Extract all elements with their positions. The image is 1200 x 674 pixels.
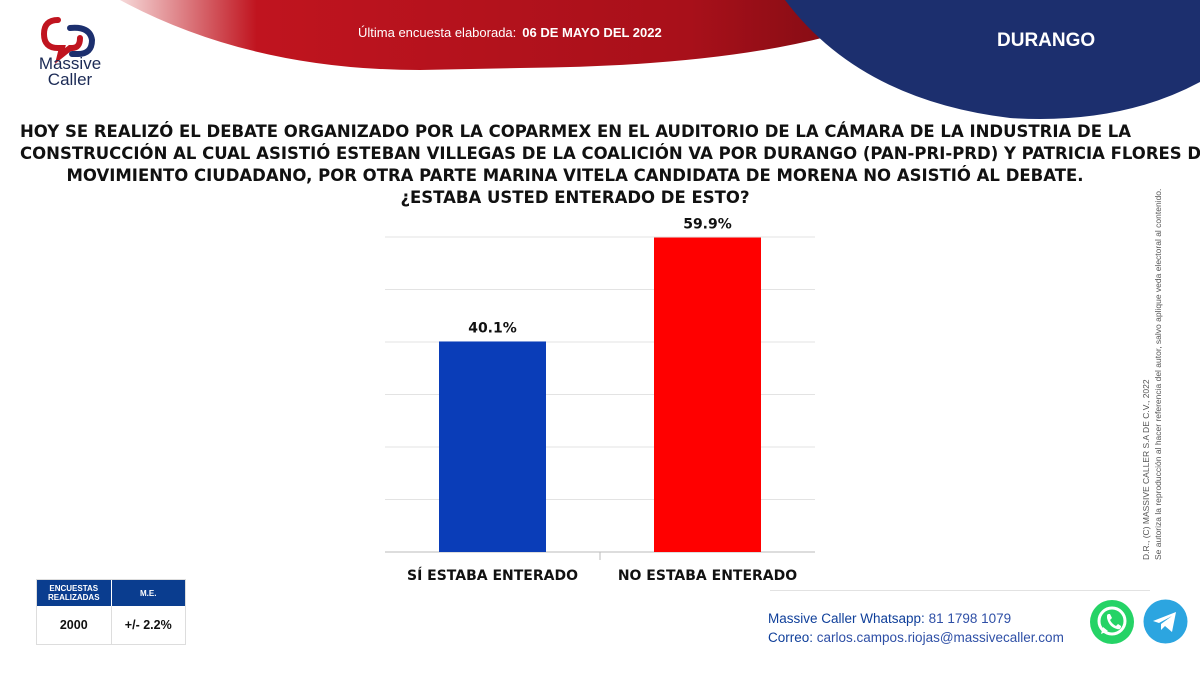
question-line: CONSTRUCCIÓN AL CUAL ASISTIÓ ESTEBAN VIL…	[20, 144, 1200, 163]
category-label: SÍ ESTABA ENTERADO	[407, 567, 578, 584]
question-text: HOY SE REALIZÓ EL DEBATE ORGANIZADO POR …	[20, 121, 1200, 209]
question-line: MOVIMIENTO CIUDADANO, POR OTRA PARTE MAR…	[66, 166, 1084, 185]
state-name: DURANGO	[997, 30, 1096, 51]
logo-icon	[40, 17, 96, 64]
bar	[654, 237, 761, 552]
bar	[439, 341, 546, 552]
whatsapp-icon[interactable]	[1089, 599, 1135, 645]
question-line: ¿ESTABA USTED ENTERADO DE ESTO?	[400, 188, 750, 207]
copyright-line: Se autoriza la reproducción al hacer ref…	[1153, 188, 1163, 560]
copyright-note: D.R., (C) MASSIVE CALLER S.A DE C.V., 20…	[1140, 120, 1164, 560]
copyright-line: D.R., (C) MASSIVE CALLER S.A DE C.V., 20…	[1141, 379, 1151, 560]
whatsapp-label: Massive Caller Whatsapp:	[768, 611, 925, 626]
email-link[interactable]: carlos.campos.riojas@massivecaller.com	[816, 630, 1064, 645]
category-label: NO ESTABA ENTERADO	[618, 568, 797, 584]
surveys-header: ENCUESTAS REALIZADAS	[37, 580, 112, 606]
brand-name: Massive Caller	[30, 54, 110, 89]
bar-chart: 40.1% SÍ ESTABA ENTERADO 59.9% NO ESTABA EN…	[385, 217, 815, 584]
stats-table: ENCUESTAS REALIZADAS M.E. 2000 +/- 2.2%	[36, 579, 186, 645]
data-label: 59.9%	[683, 217, 732, 233]
email-label: Correo:	[768, 630, 814, 645]
survey-date: 06 DE MAYO DEL 2022	[522, 25, 662, 40]
brand-name-line2: Caller	[47, 70, 93, 89]
survey-date-label: Última encuesta elaborada:	[358, 25, 517, 40]
margin-error-value: +/- 2.2%	[124, 618, 172, 632]
divider	[770, 590, 1150, 591]
contact-info: Massive Caller Whatsapp: 81 1798 1079 Co…	[768, 609, 1064, 647]
telegram-icon[interactable]	[1143, 599, 1188, 644]
data-label: 40.1%	[468, 320, 517, 336]
whatsapp-number[interactable]: 81 1798 1079	[928, 611, 1012, 626]
margin-error-header: M.E.	[140, 588, 157, 598]
question-line: HOY SE REALIZÓ EL DEBATE ORGANIZADO POR …	[20, 122, 1131, 141]
surveys-value: 2000	[37, 606, 112, 644]
survey-date-line: Última encuesta elaborada: 06 DE MAYO DEL…	[358, 25, 662, 40]
brand-name-line1: Massive	[38, 54, 102, 73]
